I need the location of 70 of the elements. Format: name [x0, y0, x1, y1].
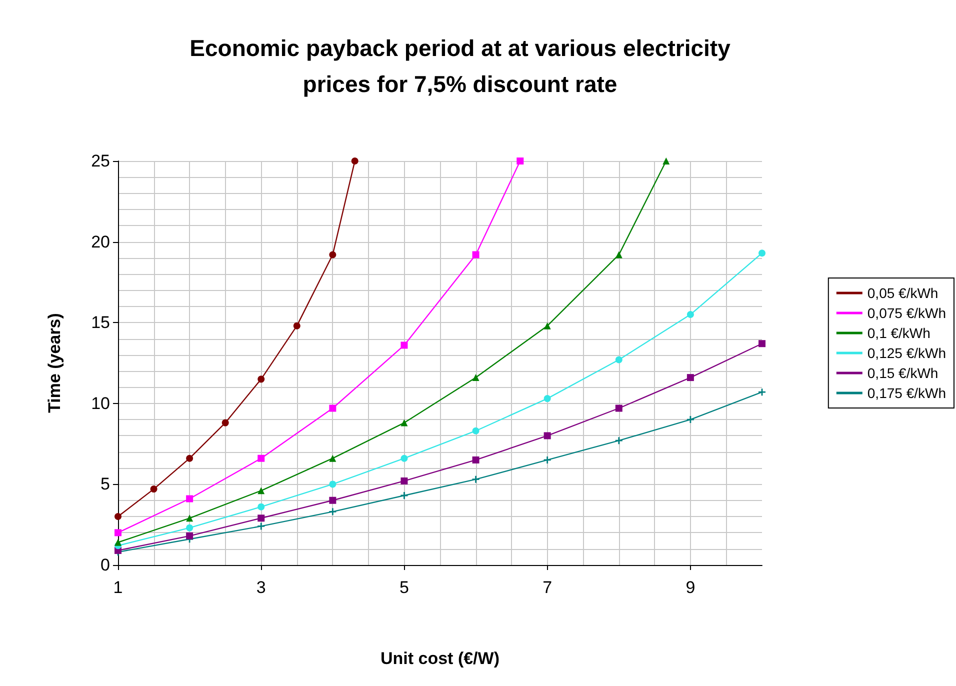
- point: [544, 395, 551, 402]
- point: [758, 340, 766, 348]
- point: [258, 376, 265, 383]
- point: [472, 374, 480, 382]
- point: [400, 419, 408, 426]
- x-tick-label: 3: [256, 578, 266, 597]
- point: [329, 496, 336, 504]
- x-tick-label: 1: [113, 578, 123, 597]
- point: [758, 250, 766, 257]
- point: [293, 322, 300, 330]
- point: [472, 476, 480, 483]
- legend-label: 0,075 €/kWh: [867, 305, 946, 321]
- point: [258, 454, 265, 462]
- point: [329, 454, 336, 462]
- point: [516, 158, 524, 164]
- point: [186, 514, 194, 522]
- point: [544, 456, 551, 464]
- point: [329, 480, 336, 488]
- point: [258, 514, 265, 522]
- point: [686, 374, 694, 382]
- point: [615, 356, 622, 364]
- point: [351, 158, 358, 164]
- point: [472, 456, 480, 464]
- point: [258, 487, 265, 494]
- y-tick-label: 10: [91, 394, 110, 413]
- point: [400, 454, 408, 462]
- point: [686, 416, 694, 424]
- point: [686, 311, 694, 318]
- point: [258, 522, 265, 530]
- point: [400, 492, 408, 500]
- x-tick-label: 5: [399, 578, 409, 597]
- point: [114, 529, 122, 536]
- point: [114, 513, 122, 520]
- legend-label: 0,15 €/kWh: [867, 365, 938, 381]
- point: [186, 524, 194, 532]
- point: [258, 503, 265, 510]
- point: [615, 404, 622, 412]
- legend-label: 0,05 €/kWh: [867, 285, 938, 301]
- y-tick-label: 15: [91, 313, 110, 332]
- point: [329, 508, 336, 516]
- point: [472, 427, 480, 434]
- point: [662, 158, 670, 164]
- y-tick-label: 5: [100, 474, 110, 494]
- legend-label: 0,1 €/kWh: [867, 325, 930, 341]
- y-axis-title: Time (years): [45, 313, 64, 413]
- x-axis-title: Unit cost (€/W): [380, 649, 500, 668]
- point: [400, 342, 408, 349]
- point: [472, 251, 480, 258]
- point: [544, 322, 551, 330]
- point: [758, 388, 766, 396]
- y-tick-label: 0: [100, 556, 110, 574]
- x-tick-label: 9: [686, 578, 696, 597]
- point: [615, 251, 622, 258]
- legend-label: 0,125 €/kWh: [867, 345, 946, 361]
- point: [329, 251, 336, 258]
- point: [186, 454, 194, 462]
- point: [186, 495, 194, 502]
- point: [400, 477, 408, 484]
- y-tick-label: 25: [91, 152, 110, 170]
- x-tick-label: 7: [542, 578, 552, 597]
- chart-title: Economic payback period at at various electricity prices for 7,5% discount rate: [190, 35, 731, 97]
- point: [329, 404, 336, 412]
- point: [544, 432, 551, 440]
- point: [114, 538, 122, 546]
- y-tick-label: 20: [91, 232, 110, 252]
- point: [615, 437, 622, 444]
- point: [186, 532, 194, 540]
- point: [150, 486, 158, 493]
- legend-label: 0,175 €/kWh: [867, 385, 946, 401]
- point: [222, 419, 229, 426]
